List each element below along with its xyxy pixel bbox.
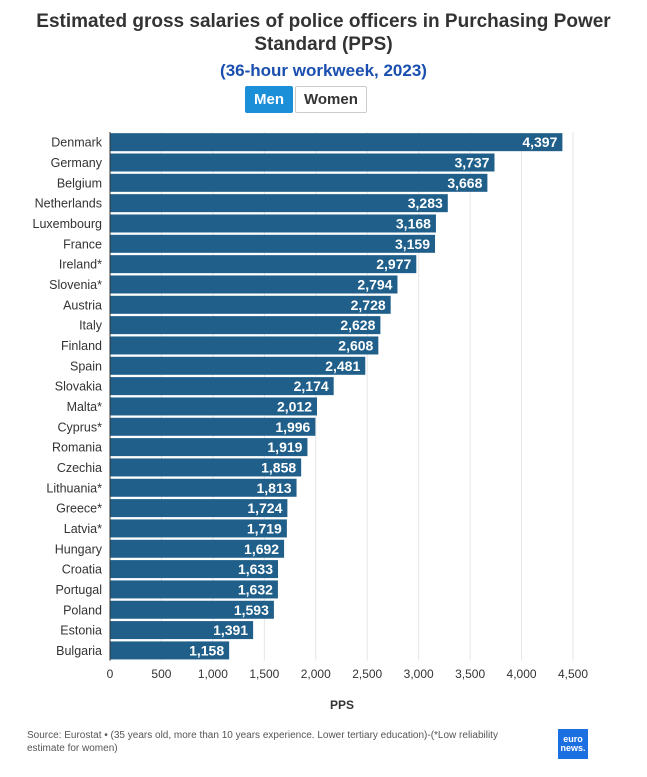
bar[interactable]: [110, 153, 495, 172]
value-label: 2,728: [351, 297, 386, 313]
x-axis-title: PPS: [330, 698, 354, 712]
bar[interactable]: [110, 316, 381, 335]
bar[interactable]: [110, 438, 308, 457]
value-label: 1,996: [275, 419, 310, 435]
bar[interactable]: [110, 600, 274, 619]
value-label: 1,919: [267, 439, 302, 455]
value-label: 3,168: [396, 215, 431, 231]
euronews-logo[interactable]: euro news.: [558, 729, 588, 759]
value-label: 2,481: [325, 358, 360, 374]
x-tick-label: 2,000: [301, 667, 331, 681]
bar[interactable]: [110, 377, 334, 396]
chart-title: Estimated gross salaries of police offic…: [36, 11, 611, 55]
category-label: Denmark: [51, 136, 102, 150]
x-tick-label: 4,500: [558, 667, 588, 681]
value-label: 2,608: [338, 337, 373, 353]
category-label: Slovakia: [55, 380, 102, 394]
logo-text: euro news.: [560, 734, 586, 753]
bar[interactable]: [110, 295, 391, 314]
value-label: 1,632: [238, 581, 273, 597]
x-tick-label: 3,500: [455, 667, 485, 681]
category-label: Croatia: [62, 563, 102, 577]
category-label: Estonia: [60, 624, 102, 638]
value-label: 1,724: [247, 500, 282, 516]
category-label: Bulgaria: [56, 644, 102, 658]
value-label: 1,858: [261, 459, 296, 475]
value-label: 2,628: [340, 317, 375, 333]
category-label: Malta*: [67, 400, 103, 414]
x-tick-label: 2,500: [352, 667, 382, 681]
category-label: Ireland*: [59, 258, 102, 272]
value-label: 2,174: [294, 378, 329, 394]
value-label: 1,813: [256, 480, 291, 496]
value-label: 2,794: [357, 276, 392, 292]
x-tick-label: 1,500: [249, 667, 279, 681]
category-label: Belgium: [57, 176, 102, 190]
category-label: Austria: [63, 298, 102, 312]
bar[interactable]: [110, 356, 366, 375]
category-label: Greece*: [56, 502, 102, 516]
bar[interactable]: [110, 275, 398, 294]
category-label: France: [63, 237, 102, 251]
bar[interactable]: [110, 641, 230, 660]
x-tick-label: 500: [151, 667, 171, 681]
category-label: Germany: [51, 156, 103, 170]
bar[interactable]: [110, 194, 448, 213]
category-label: Poland: [63, 603, 102, 617]
bar[interactable]: [110, 336, 379, 355]
bar[interactable]: [110, 458, 302, 477]
value-label: 3,737: [454, 154, 489, 170]
bar[interactable]: [110, 417, 316, 436]
bar[interactable]: [110, 621, 254, 640]
bar[interactable]: [110, 214, 436, 233]
category-label: Luxembourg: [33, 217, 103, 231]
category-label: Netherlands: [35, 197, 102, 211]
value-label: 1,391: [213, 622, 248, 638]
value-label: 1,633: [238, 561, 273, 577]
x-tick-label: 1,000: [198, 667, 228, 681]
men-toggle-button[interactable]: Men: [245, 86, 293, 113]
category-label: Cyprus*: [58, 420, 103, 434]
category-label: Hungary: [55, 542, 103, 556]
value-label: 3,668: [447, 175, 482, 191]
bar[interactable]: [110, 234, 436, 253]
value-label: 4,397: [522, 134, 557, 150]
value-label: 1,719: [247, 520, 282, 536]
category-label: Lithuania*: [46, 481, 102, 495]
bar[interactable]: [110, 478, 297, 497]
bar[interactable]: [110, 255, 417, 274]
bar[interactable]: [110, 539, 285, 558]
category-label: Latvia*: [64, 522, 102, 536]
value-label: 1,593: [234, 602, 269, 618]
bar[interactable]: [110, 519, 287, 538]
x-tick-label: 0: [107, 667, 114, 681]
value-label: 1,158: [189, 642, 224, 658]
x-tick-label: 4,000: [507, 667, 537, 681]
bar[interactable]: [110, 397, 318, 416]
gender-toggle: Men Women: [245, 86, 367, 113]
category-label: Italy: [79, 319, 103, 333]
category-label: Romania: [52, 441, 102, 455]
category-label: Spain: [70, 359, 102, 373]
value-label: 3,159: [395, 236, 430, 252]
source-note: Source: Eurostat • (35 years old, more t…: [27, 730, 498, 754]
value-label: 3,283: [408, 195, 443, 211]
value-label: 2,977: [376, 256, 411, 272]
bar[interactable]: [110, 560, 279, 579]
bar-chart: Denmark 4,397 Germany 3,737 Belgium 3,668 Neth…: [33, 132, 588, 712]
value-label: 1,692: [244, 541, 279, 557]
category-label: Portugal: [55, 583, 102, 597]
bar[interactable]: [110, 133, 563, 152]
category-label: Slovenia*: [49, 278, 102, 292]
bar[interactable]: [110, 580, 278, 599]
value-label: 2,012: [277, 398, 312, 414]
chart-subtitle: (36-hour workweek, 2023): [220, 61, 427, 80]
bar[interactable]: [110, 173, 488, 192]
category-label: Finland: [61, 339, 102, 353]
bar[interactable]: [110, 499, 288, 518]
women-toggle-button[interactable]: Women: [295, 86, 367, 113]
x-tick-label: 3,000: [404, 667, 434, 681]
category-label: Czechia: [57, 461, 102, 475]
